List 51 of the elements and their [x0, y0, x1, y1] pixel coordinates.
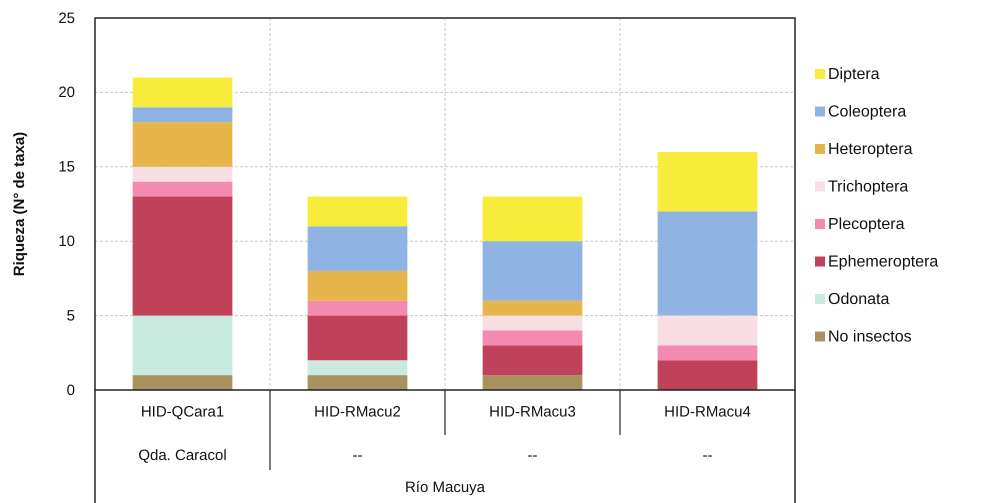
bar	[482, 345, 582, 376]
bar	[308, 316, 408, 360]
x-tick-label: HID-RMacu4	[664, 404, 751, 421]
x-axis-title: Río Macuya	[404, 479, 486, 496]
y-tick-label: 5	[66, 307, 75, 324]
bar	[308, 270, 408, 301]
x-tick-label: HID-RMacu3	[489, 404, 576, 421]
bar	[132, 166, 232, 182]
legend-label: Odonata	[828, 291, 890, 308]
bar	[308, 196, 408, 226]
bar	[482, 330, 582, 346]
y-tick-label: 15	[58, 158, 75, 176]
text: --	[702, 447, 712, 464]
bar	[482, 316, 582, 330]
bar	[308, 360, 408, 376]
legend-label: No insectos	[828, 328, 912, 346]
bar	[132, 182, 232, 197]
legend-label: Heteroptera	[828, 141, 913, 158]
bar	[132, 196, 232, 316]
y-axis-title: Riqueza (N° de taxa)	[11, 132, 28, 276]
bar	[132, 78, 232, 108]
bar	[308, 226, 408, 271]
bar	[132, 316, 232, 376]
legend-label: Coleoptera	[828, 104, 906, 120]
legend-label: Plecoptera	[828, 216, 905, 233]
bar	[132, 375, 232, 390]
bar	[658, 152, 758, 212]
text: Qda. Caracol	[138, 447, 227, 464]
y-tick-label: 20	[58, 84, 75, 102]
bar	[132, 107, 232, 122]
bar	[658, 360, 758, 390]
text: --	[528, 447, 538, 464]
bar	[308, 300, 408, 316]
y-tick-label: 10	[58, 233, 75, 250]
bar	[658, 345, 758, 360]
x-tick-label: HID-RMacu2	[314, 404, 401, 421]
bar	[658, 211, 758, 316]
y-tick-label: 0	[66, 382, 75, 399]
legend-label: Diptera	[828, 66, 880, 83]
bar	[482, 241, 582, 301]
bar	[482, 375, 582, 390]
bar	[308, 375, 408, 390]
bar	[482, 300, 582, 316]
y-tick-label: 25	[58, 10, 75, 27]
text: --	[352, 447, 362, 464]
legend-label: Ephemeroptera	[828, 254, 938, 270]
bar	[482, 196, 582, 242]
bar	[132, 122, 232, 167]
x-tick-label: HID-QCara1	[140, 404, 224, 421]
legend-label: Trichoptera	[828, 178, 908, 196]
bar	[658, 316, 758, 346]
